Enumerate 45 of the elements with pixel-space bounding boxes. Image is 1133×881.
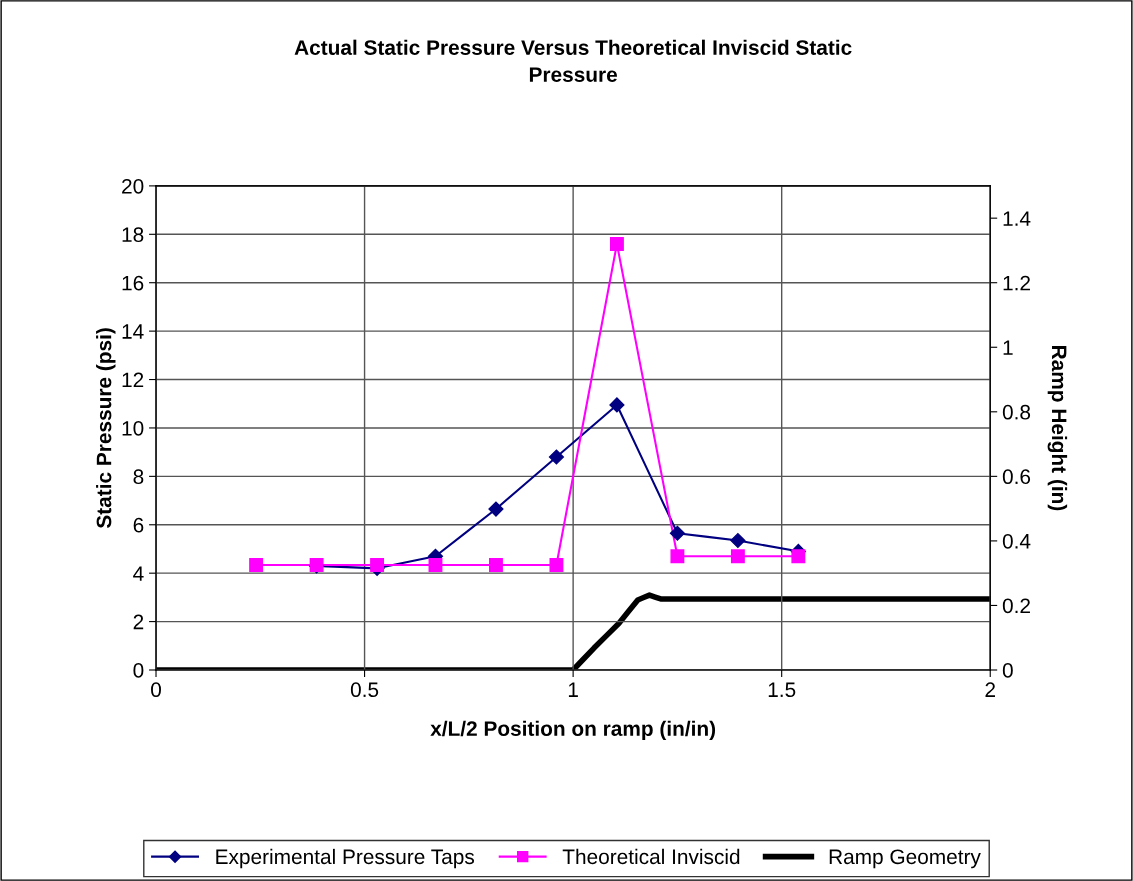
y-tick-label: 4 — [133, 566, 144, 581]
y2-tick-label: 0.4 — [1002, 533, 1031, 549]
point — [489, 558, 503, 572]
point — [669, 525, 685, 541]
point — [249, 558, 264, 572]
y-tick-label: 20 — [122, 178, 144, 194]
x-axis-title: x/L/2 Position on ramp (in/in) — [430, 720, 716, 741]
y2-tick-label: 0 — [1002, 663, 1013, 678]
point — [730, 532, 746, 549]
x-tick-label: 0 — [151, 682, 161, 698]
point — [609, 397, 625, 413]
y2-tick-label: 0.6 — [1002, 469, 1031, 485]
point — [609, 237, 624, 251]
point — [549, 558, 564, 572]
y2-tick-label: 1.4 — [1003, 211, 1031, 226]
x-tick-label: 1.5 — [768, 682, 796, 698]
y-axis-title: Static Pressure (psi) — [96, 328, 116, 529]
y2-tick-label: 0.8 — [1002, 404, 1031, 420]
point — [791, 549, 806, 564]
point — [428, 558, 443, 572]
y-tick-label: 14 — [122, 324, 144, 339]
y2-tick-label: 0.2 — [1002, 598, 1030, 614]
point — [370, 558, 385, 572]
point — [488, 501, 504, 517]
x-tick-label: 0.5 — [350, 682, 379, 698]
y2-tick-label: 1 — [1003, 340, 1013, 355]
chart-title: Actual Static Pressure Versus Theoretical Inviscid Static Pressure — [294, 39, 852, 82]
y2-axis-title: Ramp Height (in) — [1047, 346, 1068, 511]
y-tick-label: 10 — [122, 420, 144, 436]
legend-label: Ramp Geometry — [829, 849, 981, 869]
legend-label: Experimental Pressure Taps — [216, 848, 475, 869]
y-tick-label: 16 — [122, 275, 144, 291]
x-tick-label: 1 — [568, 682, 578, 697]
y-tick-label: 12 — [122, 372, 144, 388]
point — [670, 549, 685, 564]
x-tick-label: 2 — [985, 682, 995, 697]
y-tick-label: 6 — [133, 517, 144, 533]
y-tick-label: 2 — [133, 614, 144, 630]
y-tick-label: 0 — [133, 663, 144, 678]
point — [730, 549, 745, 564]
y-tick-label: 18 — [122, 227, 144, 243]
y-tick-label: 8 — [133, 469, 144, 485]
y2-tick-label: 1.2 — [1003, 275, 1030, 291]
point — [548, 449, 565, 465]
legend-label: Theoretical Inviscid — [562, 848, 740, 865]
